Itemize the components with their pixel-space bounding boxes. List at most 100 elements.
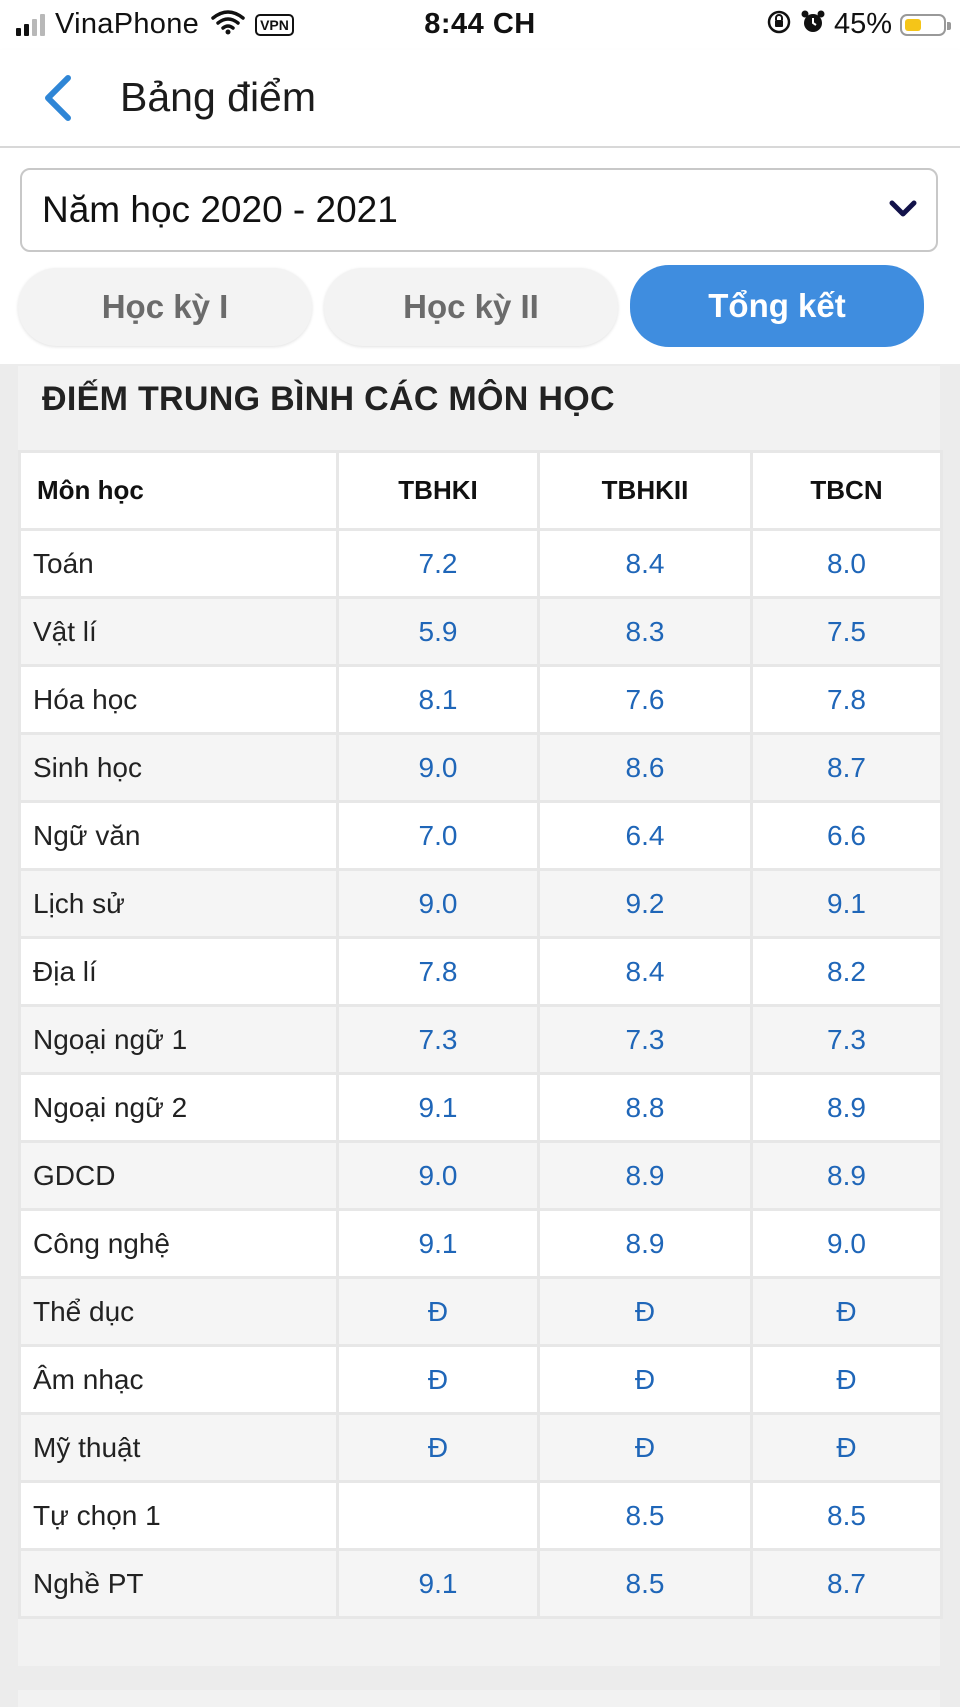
subject-cell: Địa lí <box>18 936 339 1007</box>
score-tbhki: 9.1 <box>336 1208 540 1279</box>
score-tbcn: 8.5 <box>750 1480 943 1551</box>
carrier-name: VinaPhone <box>55 8 200 40</box>
tab-hoc-ky-2[interactable]: Học kỳ II <box>324 268 618 346</box>
table-row: Vật lí 5.9 8.3 7.5 <box>18 596 943 667</box>
filter-zone: Năm học 2020 - 2021 Học kỳ I Học kỳ II T… <box>0 148 960 364</box>
table-row: Ngữ văn 7.0 6.4 6.6 <box>18 800 943 871</box>
score-tbhki: 7.0 <box>336 800 540 871</box>
score-tbhkii: Đ <box>537 1276 753 1347</box>
score-tbhkii: 8.6 <box>537 732 753 803</box>
page-title: Bảng điểm <box>120 74 317 120</box>
score-tbcn: 8.9 <box>750 1072 943 1143</box>
alarm-icon <box>800 9 826 40</box>
score-tbhkii: 8.9 <box>537 1208 753 1279</box>
score-tbhkii: 8.3 <box>537 596 753 667</box>
score-tbhkii: Đ <box>537 1412 753 1483</box>
subject-cell: Toán <box>18 528 339 599</box>
chevron-down-icon <box>888 198 918 225</box>
subject-cell: Vật lí <box>18 596 339 667</box>
table-row: Hóa học 8.1 7.6 7.8 <box>18 664 943 735</box>
score-tbcn: 8.7 <box>750 732 943 803</box>
chevron-left-icon <box>45 75 71 121</box>
score-tbhkii: 8.5 <box>537 1548 753 1619</box>
column-header-subject: Môn học <box>18 450 339 531</box>
score-tbhki: 9.1 <box>336 1072 540 1143</box>
subject-cell: Ngoại ngữ 1 <box>18 1004 339 1075</box>
table-header-row: Môn học TBHKI TBHKII TBCN <box>18 450 943 531</box>
table-row: Toán 7.2 8.4 8.0 <box>18 528 943 599</box>
score-tbcn: 7.8 <box>750 664 943 735</box>
grades-table: Môn học TBHKI TBHKII TBCN Toán 7.2 8.4 8.0 V… <box>18 450 943 1619</box>
navigation-bar: Bảng điểm <box>0 50 960 148</box>
score-tbcn: Đ <box>750 1276 943 1347</box>
battery-percent: 45% <box>833 8 892 40</box>
table-row: Công nghệ 9.1 8.9 9.0 <box>18 1208 943 1279</box>
battery-icon <box>900 13 951 36</box>
score-tbhki: 9.1 <box>336 1548 540 1619</box>
table-row: Tự chọn 1 8.5 8.5 <box>18 1480 943 1551</box>
score-tbhki: 9.0 <box>336 1140 540 1211</box>
score-tbhki: 7.8 <box>336 936 540 1007</box>
score-tbhkii: 7.3 <box>537 1004 753 1075</box>
table-row: Sinh học 9.0 8.6 8.7 <box>18 732 943 803</box>
column-header-tbcn: TBCN <box>750 450 943 531</box>
table-row: Thể dục Đ Đ Đ <box>18 1276 943 1347</box>
back-button[interactable] <box>36 70 86 126</box>
section-title: ĐIẾM TRUNG BÌNH CÁC MÔN HỌC <box>42 380 615 418</box>
table-row: Âm nhạc Đ Đ Đ <box>18 1344 943 1415</box>
score-tbcn: 7.5 <box>750 596 943 667</box>
signal-icon <box>16 13 45 36</box>
subject-cell: Sinh học <box>18 732 339 803</box>
table-row: Ngoại ngữ 2 9.1 8.8 8.9 <box>18 1072 943 1143</box>
status-right: 45% <box>766 8 951 41</box>
tab-hoc-ky-1[interactable]: Học kỳ I <box>18 268 312 346</box>
score-tbhki: 7.2 <box>336 528 540 599</box>
table-row: Mỹ thuật Đ Đ Đ <box>18 1412 943 1483</box>
wifi-icon <box>211 9 245 40</box>
score-tbhkii: 8.5 <box>537 1480 753 1551</box>
score-tbhki <box>336 1480 540 1551</box>
score-tbcn: 8.2 <box>750 936 943 1007</box>
score-tbhkii: 8.9 <box>537 1140 753 1211</box>
subject-cell: Âm nhạc <box>18 1344 339 1415</box>
status-time: 8:44 CH <box>424 8 536 40</box>
table-row: GDCD 9.0 8.9 8.9 <box>18 1140 943 1211</box>
score-tbhkii: 7.6 <box>537 664 753 735</box>
column-header-tbhki: TBHKI <box>336 450 540 531</box>
status-left: VinaPhone VPN <box>16 8 294 41</box>
score-tbhki: 5.9 <box>336 596 540 667</box>
score-tbhki: 9.0 <box>336 868 540 939</box>
subject-cell: Hóa học <box>18 664 339 735</box>
score-tbhkii: Đ <box>537 1344 753 1415</box>
score-tbhkii: 8.8 <box>537 1072 753 1143</box>
score-tbhkii: 6.4 <box>537 800 753 871</box>
orientation-lock-icon <box>766 9 792 40</box>
score-tbhkii: 9.2 <box>537 868 753 939</box>
grades-card: ĐIẾM TRUNG BÌNH CÁC MÔN HỌC Môn học TBHK… <box>18 366 943 1666</box>
subject-cell: Nghề PT <box>18 1548 339 1619</box>
table-row: Địa lí 7.8 8.4 8.2 <box>18 936 943 1007</box>
score-tbcn: 7.3 <box>750 1004 943 1075</box>
next-card-edge <box>18 1690 940 1707</box>
subject-cell: Công nghệ <box>18 1208 339 1279</box>
subject-cell: Ngoại ngữ 2 <box>18 1072 339 1143</box>
column-header-tbhkii: TBHKII <box>537 450 753 531</box>
table-row: Nghề PT 9.1 8.5 8.7 <box>18 1548 943 1619</box>
score-tbcn: 8.9 <box>750 1140 943 1211</box>
vpn-badge: VPN <box>255 13 294 36</box>
score-tbhkii: 8.4 <box>537 528 753 599</box>
battery-fill <box>905 18 921 31</box>
subject-cell: Ngữ văn <box>18 800 339 871</box>
status-bar: VinaPhone VPN 8:44 CH <box>0 0 960 50</box>
score-tbcn: Đ <box>750 1344 943 1415</box>
subject-cell: Lịch sử <box>18 868 339 939</box>
score-tbhki: 9.0 <box>336 732 540 803</box>
school-year-value: Năm học 2020 - 2021 <box>42 189 398 230</box>
score-tbcn: 6.6 <box>750 800 943 871</box>
score-tbhki: Đ <box>336 1344 540 1415</box>
tab-tong-ket[interactable]: Tổng kết <box>630 265 924 347</box>
school-year-select[interactable]: Năm học 2020 - 2021 <box>20 168 938 252</box>
score-tbcn: 8.0 <box>750 528 943 599</box>
table-row: Ngoại ngữ 1 7.3 7.3 7.3 <box>18 1004 943 1075</box>
score-tbhki: Đ <box>336 1276 540 1347</box>
